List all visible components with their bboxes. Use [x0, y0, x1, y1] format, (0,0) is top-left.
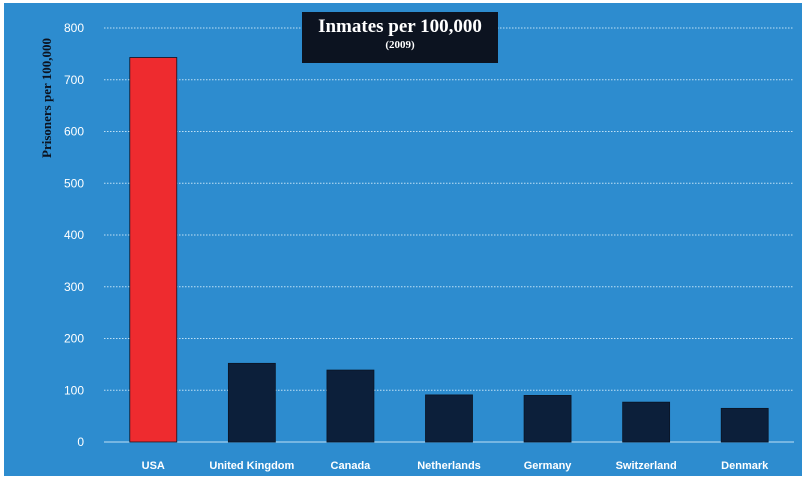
y-tick-label: 500	[64, 176, 84, 190]
x-tick-label: Canada	[331, 460, 372, 472]
chart-title-box: Inmates per 100,000 (2009)	[302, 12, 498, 63]
x-tick-label: Germany	[524, 460, 573, 472]
y-tick-label: 300	[64, 280, 84, 294]
bar	[425, 394, 473, 443]
bar	[622, 401, 671, 443]
y-tick-label: 200	[64, 332, 84, 346]
y-tick-label: 700	[64, 73, 84, 87]
y-tick-label: 400	[64, 228, 84, 242]
y-axis-title-text: Prisoners per 100,000	[39, 38, 54, 158]
bar	[227, 362, 276, 443]
y-tick-label: 100	[64, 383, 84, 397]
chart-panel: 0 100 200 300 400 500 600 700 800 USA United Kingd…	[4, 3, 802, 476]
y-tick-label: 0	[77, 435, 84, 449]
chart-plot: 0 100 200 300 400 500 600 700 800 USA United Kingd…	[64, 21, 794, 472]
y-tick-label: 800	[64, 21, 84, 35]
x-tick-label: Netherlands	[417, 460, 481, 472]
bar	[523, 395, 572, 443]
x-tick-label: United Kingdom	[209, 460, 294, 472]
x-tick-label: Switzerland	[616, 460, 677, 472]
x-tick-label: USA	[142, 460, 165, 472]
y-tick-label: 600	[64, 125, 84, 139]
bar	[129, 57, 178, 443]
chart-title: Inmates per 100,000	[318, 16, 482, 37]
bar	[326, 369, 375, 443]
chart-subtitle: (2009)	[385, 39, 415, 51]
x-tick-label: Denmark	[721, 460, 769, 472]
bar	[720, 407, 769, 443]
